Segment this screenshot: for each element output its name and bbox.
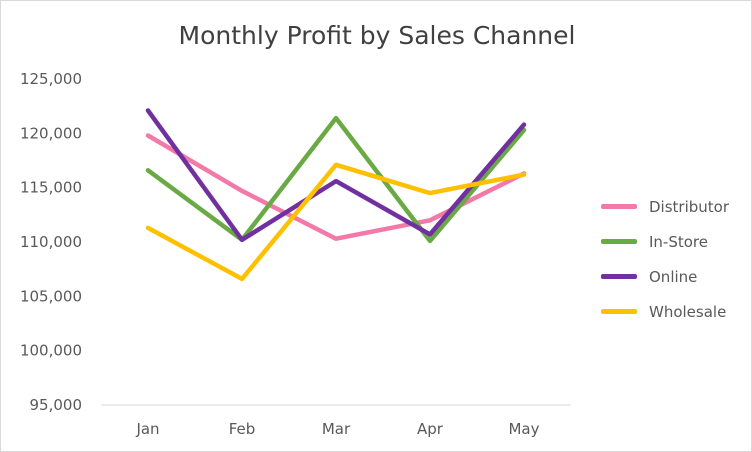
- y-tick-label: 95,000: [30, 396, 83, 414]
- x-tick-label: Feb: [229, 420, 256, 438]
- y-tick-label: 105,000: [20, 287, 82, 305]
- legend-label: Wholesale: [649, 302, 727, 321]
- legend-label: In-Store: [649, 232, 708, 251]
- chart-title: Monthly Profit by Sales Channel: [178, 21, 576, 50]
- series-line-in-store: [145, 115, 527, 244]
- series-line-online: [145, 108, 527, 243]
- legend-item: Wholesale: [601, 294, 741, 329]
- legend-swatch: [601, 309, 637, 314]
- x-tick-label: Mar: [322, 420, 351, 438]
- legend-swatch: [601, 274, 637, 279]
- x-axis-ticks: Jan Feb Mar Apr May: [135, 420, 539, 438]
- legend-item: Distributor: [601, 189, 741, 224]
- legend-swatch: [601, 239, 637, 244]
- legend-item: Online: [601, 259, 741, 294]
- y-tick-label: 100,000: [20, 342, 82, 360]
- legend-item: In-Store: [601, 224, 741, 259]
- y-tick-label: 120,000: [20, 124, 82, 142]
- legend-swatch: [601, 204, 637, 209]
- y-tick-label: 115,000: [20, 179, 82, 197]
- series-lines: [145, 108, 527, 282]
- series-line-wholesale: [145, 162, 527, 282]
- legend-label: Distributor: [649, 197, 730, 216]
- x-tick-label: Apr: [417, 420, 444, 438]
- legend: Distributor In-Store Online Wholesale: [601, 189, 741, 329]
- x-tick-label: May: [508, 420, 539, 438]
- x-tick-label: Jan: [135, 420, 159, 438]
- y-tick-label: 125,000: [20, 70, 82, 88]
- y-axis-ticks: 95,000 100,000 105,000 110,000 115,000 120,00…: [20, 70, 82, 414]
- legend-label: Online: [649, 267, 698, 286]
- y-tick-label: 110,000: [20, 233, 82, 251]
